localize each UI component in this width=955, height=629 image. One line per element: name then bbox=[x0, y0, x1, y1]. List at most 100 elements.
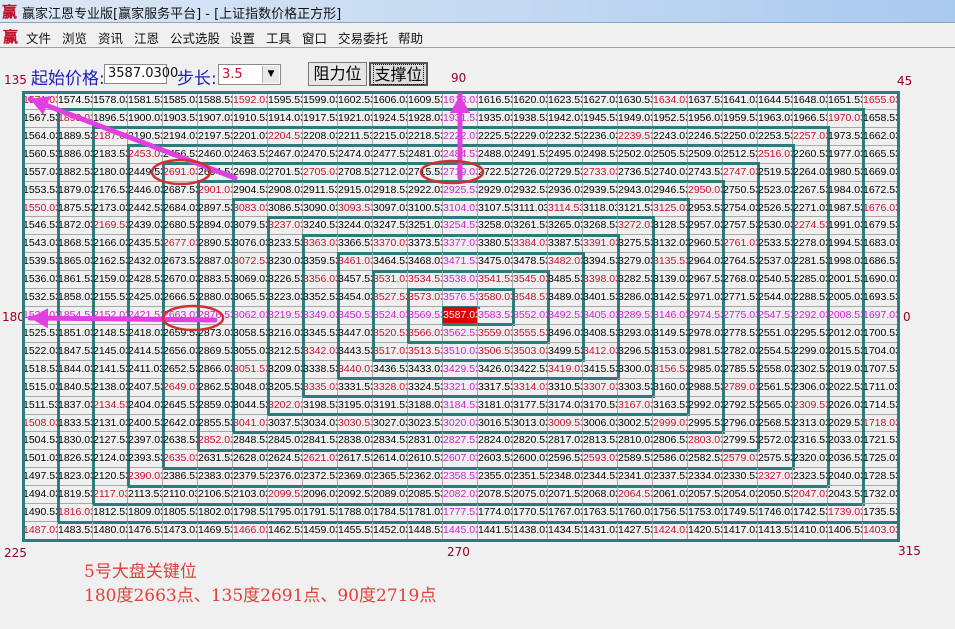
ring-border bbox=[511, 287, 515, 309]
grid-cell: 2113.53 bbox=[128, 486, 163, 505]
ring-border bbox=[371, 377, 410, 381]
ring-border bbox=[231, 377, 235, 399]
grid-cell: 3279.03 bbox=[618, 253, 653, 272]
menu-trade[interactable]: 交易委托 bbox=[338, 31, 389, 46]
grid-cell: 3559.03 bbox=[478, 324, 513, 343]
chevron-down-icon[interactable]: ▼ bbox=[262, 66, 279, 83]
ring-border bbox=[756, 484, 795, 488]
grid-cell: 2670.03 bbox=[163, 271, 198, 290]
grid-cell: 2831.03 bbox=[408, 432, 443, 451]
grid-cell: 1987.53 bbox=[828, 199, 863, 218]
start-price-input[interactable]: 3587.0300 bbox=[104, 64, 178, 84]
grid-cell: 2824.03 bbox=[478, 432, 513, 451]
ring-border bbox=[686, 520, 725, 524]
grid-cell: 3272.03 bbox=[618, 217, 653, 236]
menu-help[interactable]: 帮助 bbox=[398, 31, 424, 46]
ring-border bbox=[56, 180, 60, 201]
ring-border bbox=[301, 126, 340, 130]
ring-border bbox=[651, 144, 690, 148]
grid-cell: 1595.53 bbox=[268, 92, 303, 110]
menu-logo-icon[interactable]: 赢 bbox=[3, 28, 19, 46]
ring-border bbox=[581, 180, 620, 184]
menu-browse[interactable]: 浏览 bbox=[62, 31, 88, 46]
menu-settings[interactable]: 设置 bbox=[230, 31, 256, 46]
ring-border bbox=[406, 377, 445, 381]
grid-cell: 1879.03 bbox=[58, 181, 93, 200]
grid-cell: 3482.03 bbox=[548, 253, 583, 272]
grid-cell: 3363.03 bbox=[303, 235, 338, 254]
grid-cell: 1515.03 bbox=[23, 378, 58, 397]
ring-border bbox=[686, 484, 725, 488]
grid-cell: 2540.53 bbox=[758, 271, 793, 290]
grid-cell: 2747.03 bbox=[723, 163, 758, 182]
grid-cell: 3233.53 bbox=[268, 235, 303, 254]
ring-border bbox=[91, 484, 95, 506]
ring-border bbox=[721, 180, 725, 201]
ring-border bbox=[861, 108, 865, 130]
ring-border bbox=[581, 287, 585, 309]
grid-cell: 1693.53 bbox=[863, 289, 898, 308]
ring-border bbox=[406, 359, 445, 363]
resistance-label: 阻力位 bbox=[313, 64, 362, 83]
grid-cell: 1742.53 bbox=[793, 504, 828, 523]
grid-cell: 2040.03 bbox=[828, 468, 863, 487]
resistance-button[interactable]: 阻力位 bbox=[308, 62, 367, 86]
grid-cell: 1802.03 bbox=[198, 504, 233, 523]
menu-file[interactable]: 文件 bbox=[26, 31, 52, 46]
ring-border bbox=[126, 323, 130, 345]
grid-cell: 1644.53 bbox=[758, 92, 793, 110]
ring-border bbox=[196, 520, 235, 524]
grid-cell: 1721.53 bbox=[863, 432, 898, 451]
menu-formula[interactable]: 公式选股 bbox=[170, 31, 221, 46]
step-select[interactable]: 3.5 ▼ bbox=[218, 64, 281, 85]
ring-border bbox=[441, 287, 480, 291]
ring-border bbox=[301, 484, 340, 488]
ring-border bbox=[266, 180, 305, 184]
ring-border bbox=[336, 305, 340, 327]
grid-cell: 2026.03 bbox=[828, 396, 863, 415]
ring-border bbox=[196, 413, 200, 434]
ring-border bbox=[616, 215, 655, 219]
menu-news[interactable]: 资讯 bbox=[98, 31, 124, 46]
grid-cell: 1651.53 bbox=[828, 92, 863, 110]
grid-cell: 2932.53 bbox=[513, 181, 548, 200]
grid-cell: 3513.53 bbox=[408, 342, 443, 361]
grid-cell: 2761.03 bbox=[723, 235, 758, 254]
menu-window[interactable]: 窗口 bbox=[302, 31, 328, 46]
menu-tools[interactable]: 工具 bbox=[266, 31, 292, 46]
grid-cell: 1501.03 bbox=[23, 450, 58, 469]
ring-border bbox=[441, 198, 480, 202]
ring-border bbox=[581, 484, 620, 488]
grid-cell: 1641.03 bbox=[723, 92, 758, 110]
grid-cell: 1648.03 bbox=[793, 92, 828, 110]
grid-cell: 2519.53 bbox=[758, 163, 793, 182]
ring-border bbox=[336, 108, 375, 112]
ring-border bbox=[441, 484, 480, 488]
grid-cell: 2628.03 bbox=[233, 450, 268, 469]
grid-cell: 2603.53 bbox=[478, 450, 513, 469]
grid-cell: 1487.03 bbox=[23, 522, 58, 540]
grid-cell: 1935.03 bbox=[478, 109, 513, 128]
grid-cell: 3205.53 bbox=[268, 378, 303, 397]
grid-cell: 2292.03 bbox=[793, 307, 828, 325]
grid-cell: 2358.53 bbox=[443, 468, 478, 487]
ring-border bbox=[56, 215, 60, 237]
grid-cell: 3478.53 bbox=[513, 253, 548, 272]
grid-cell: 2474.03 bbox=[338, 145, 373, 164]
ring-border bbox=[581, 448, 620, 452]
support-button[interactable]: 支撑位 bbox=[369, 62, 428, 86]
ring-border bbox=[721, 413, 725, 434]
ring-border bbox=[511, 305, 515, 327]
grid-cell: 1868.53 bbox=[58, 235, 93, 254]
grid-cell: 1592.03 bbox=[233, 92, 268, 110]
ring-border bbox=[371, 162, 410, 166]
ring-border bbox=[511, 198, 550, 202]
menu-gann[interactable]: 江恩 bbox=[134, 31, 160, 46]
grid-cell: 1438.03 bbox=[513, 522, 548, 540]
ring-border bbox=[581, 198, 620, 202]
grid-cell: 2397.03 bbox=[128, 432, 163, 451]
ring-border bbox=[511, 413, 550, 417]
grid-cell: 2964.03 bbox=[688, 253, 723, 272]
ring-border bbox=[266, 305, 270, 327]
grid-cell: 2789.03 bbox=[723, 378, 758, 397]
